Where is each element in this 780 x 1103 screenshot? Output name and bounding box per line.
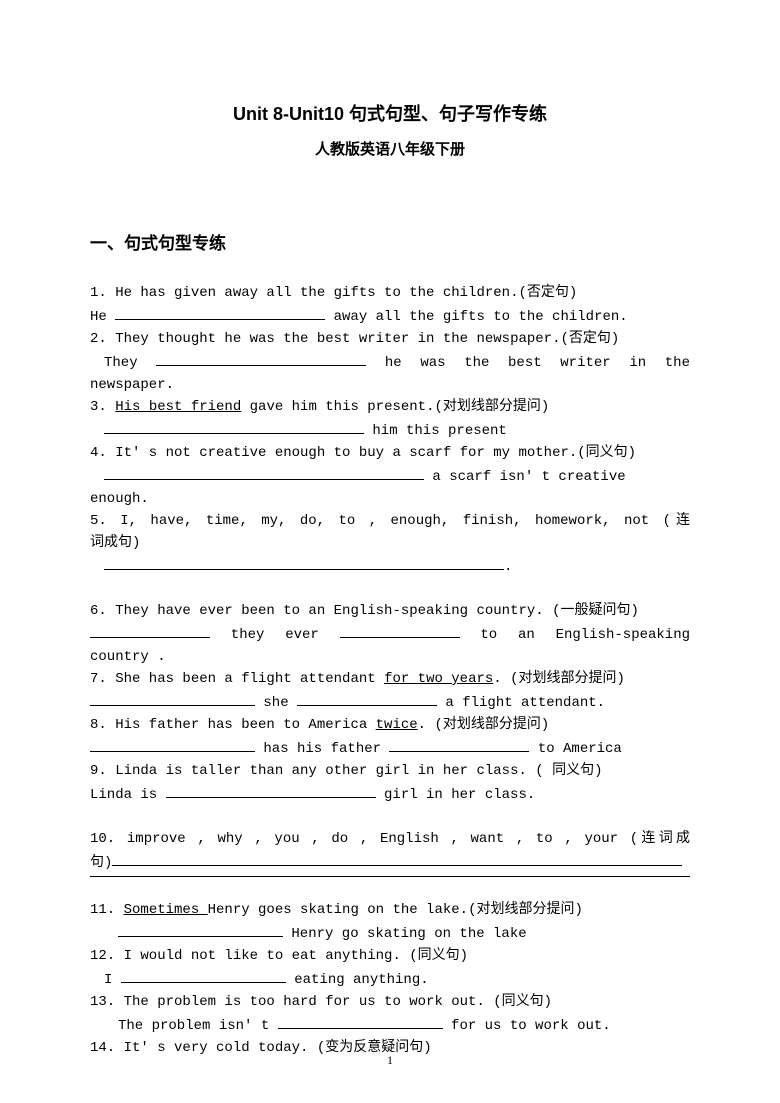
q10-text: 10. improve , why , you , do , English ,… <box>90 831 690 847</box>
q9-suffix: girl in her class. <box>376 787 536 803</box>
q6-cont: country . <box>90 649 166 665</box>
q7-prefix: 7. She has been a flight attendant <box>90 671 384 687</box>
blank-input[interactable] <box>104 554 504 570</box>
blank-input[interactable] <box>90 690 255 706</box>
blank-input[interactable] <box>121 967 286 983</box>
q11-suffix: Henry goes skating on the lake.(对划线部分提问) <box>208 902 583 918</box>
question-2: 2. They thought he was the best writer i… <box>90 328 690 396</box>
question-13: 13. The problem is too hard for us to wo… <box>90 991 690 1037</box>
q13-text: 13. The problem is too hard for us to wo… <box>90 994 552 1010</box>
question-1: 1. He has given away all the gifts to th… <box>90 282 690 328</box>
q12-suffix: eating anything. <box>286 972 429 988</box>
blank-input[interactable] <box>90 736 255 752</box>
q6-mid: they ever <box>210 627 340 643</box>
blank-input[interactable] <box>118 921 283 937</box>
q4-suffix: a scarf isn' t creative <box>424 469 626 485</box>
q8-underlined: twice <box>376 717 418 733</box>
blank-input[interactable] <box>115 304 325 320</box>
question-9: 9. Linda is taller than any other girl i… <box>90 760 690 806</box>
q12-text: 12. I would not like to eat anything. (同… <box>90 948 468 964</box>
blank-input[interactable] <box>389 736 529 752</box>
question-3: 3. His best friend gave him this present… <box>90 396 690 442</box>
q5-dot: . <box>504 559 512 575</box>
q11-text2: Henry go skating on the lake <box>283 926 527 942</box>
q8-end: to America <box>529 741 621 757</box>
q9-text: 9. Linda is taller than any other girl i… <box>90 763 602 779</box>
question-8: 8. His father has been to America twice.… <box>90 714 690 760</box>
q3-text2: him this present <box>364 423 507 439</box>
q13-prefix: The problem isn' t <box>90 1018 278 1034</box>
blank-input[interactable] <box>297 690 437 706</box>
q10-cont: 句) <box>90 855 112 871</box>
q2-cont: newspaper. <box>90 377 174 393</box>
q8-suffix: . (对划线部分提问) <box>418 717 550 733</box>
q4-text: 4. It' s not creative enough to buy a sc… <box>90 445 636 461</box>
blank-input[interactable] <box>340 622 460 638</box>
q7-mid: she <box>255 695 297 711</box>
q12-prefix: I <box>90 972 121 988</box>
q6-text: 6. They have ever been to an English-spe… <box>90 603 639 619</box>
q5-text: 5. I, have, time, my, do, to , enough, f… <box>90 513 690 529</box>
page-number: 1 <box>0 1053 780 1068</box>
question-5: 5. I, have, time, my, do, to , enough, f… <box>90 510 690 578</box>
q8-mid: has his father <box>255 741 389 757</box>
page-subtitle: 人教版英语八年级下册 <box>90 138 690 159</box>
q11-underlined: Sometimes <box>124 902 208 918</box>
blank-input[interactable] <box>112 850 682 866</box>
blank-input[interactable] <box>278 1013 443 1029</box>
blank-input[interactable] <box>156 350 366 366</box>
blank-input[interactable] <box>104 418 364 434</box>
q7-end: a flight attendant. <box>437 695 605 711</box>
q1-prefix: He <box>90 309 115 325</box>
q2-prefix: They <box>90 355 156 371</box>
content-block: 1. He has given away all the gifts to th… <box>90 282 690 1059</box>
q2-text: 2. They thought he was the best writer i… <box>90 331 619 347</box>
q6-suffix: to an English-speaking <box>460 627 690 643</box>
blank-input[interactable] <box>104 464 424 480</box>
q8-prefix: 8. His father has been to America <box>90 717 376 733</box>
q1-suffix: away all the gifts to the children. <box>325 309 627 325</box>
question-12: 12. I would not like to eat anything. (同… <box>90 945 690 991</box>
q9-prefix: Linda is <box>90 787 166 803</box>
q7-suffix: . (对划线部分提问) <box>493 671 625 687</box>
q5-cont: 词成句) <box>90 535 140 551</box>
blank-input[interactable] <box>90 622 210 638</box>
q3-underlined: His best friend <box>115 399 241 415</box>
question-7: 7. She has been a flight attendant for t… <box>90 668 690 714</box>
q1-text: 1. He has given away all the gifts to th… <box>90 285 577 301</box>
q3-prefix: 3. <box>90 399 115 415</box>
worksheet-page: Unit 8-Unit10 句式句型、句子写作专练 人教版英语八年级下册 一、句… <box>0 0 780 1103</box>
question-11: 11. Sometimes Henry goes skating on the … <box>90 899 690 945</box>
q7-underlined: for two years <box>384 671 493 687</box>
page-title: Unit 8-Unit10 句式句型、句子写作专练 <box>90 100 690 126</box>
q13-suffix: for us to work out. <box>443 1018 611 1034</box>
question-4: 4. It' s not creative enough to buy a sc… <box>90 442 690 510</box>
section-header: 一、句式句型专练 <box>90 229 690 254</box>
blank-input[interactable] <box>166 782 376 798</box>
q11-prefix: 11. <box>90 902 124 918</box>
question-10: 10. improve , why , you , do , English ,… <box>90 828 690 877</box>
q3-suffix: gave him this present.(对划线部分提问) <box>241 399 549 415</box>
question-6: 6. They have ever been to an English-spe… <box>90 600 690 668</box>
q4-cont: enough. <box>90 491 149 507</box>
q2-suffix: he was the best writer in the <box>366 355 690 371</box>
